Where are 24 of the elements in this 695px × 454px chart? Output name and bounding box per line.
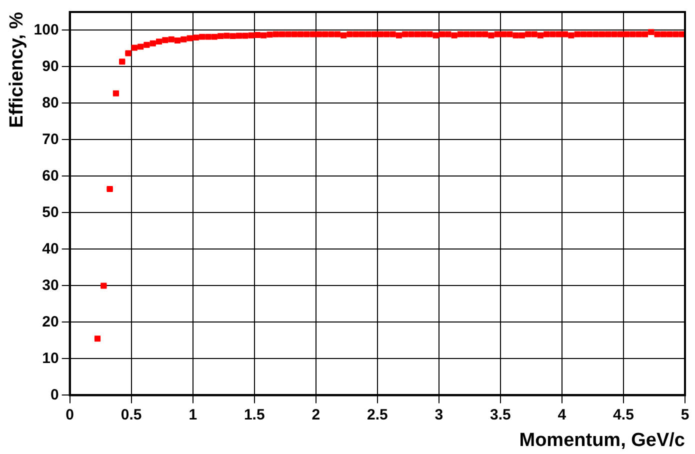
y-tick-label: 0 <box>50 386 59 404</box>
y-tick-label: 90 <box>42 58 59 75</box>
y-tick-label: 50 <box>42 204 59 221</box>
x-tick-label: 5 <box>680 406 690 424</box>
x-tick-label: 0.5 <box>120 406 142 424</box>
x-tick-label: 0 <box>66 406 74 424</box>
y-tick-label: 70 <box>42 130 59 148</box>
x-tick-label: 3 <box>434 406 444 424</box>
y-tick-label: 10 <box>42 350 59 367</box>
x-axis-title: Momentum, GeV/c <box>519 430 686 451</box>
y-axis-title: Efficiency, % <box>6 12 28 128</box>
y-tick-label: 60 <box>42 167 59 184</box>
y-tick-label: 20 <box>42 313 59 330</box>
y-tick-label: 30 <box>42 276 59 294</box>
x-tick-label: 2 <box>312 406 320 424</box>
x-tick-label: 1 <box>188 406 198 424</box>
y-tick-label: 40 <box>42 240 59 258</box>
x-tick-label: 1.5 <box>244 406 265 424</box>
y-tick-label: 80 <box>42 94 59 112</box>
y-tick-label: 100 <box>34 21 59 38</box>
x-tick-label: 4 <box>558 406 567 424</box>
x-tick-label: 2.5 <box>366 406 388 424</box>
x-tick-label: 3.5 <box>490 406 511 424</box>
x-tick-label: 4.5 <box>613 406 634 424</box>
